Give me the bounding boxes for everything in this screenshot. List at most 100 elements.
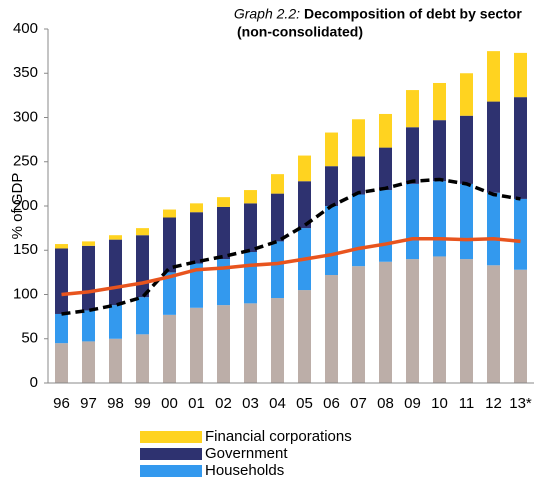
bar-segment — [136, 297, 149, 335]
x-tick-label: 04 — [269, 395, 286, 412]
bar-segment — [352, 156, 365, 195]
bar-segment — [136, 235, 149, 298]
bar-segment — [271, 298, 284, 383]
x-tick-label: 07 — [350, 395, 367, 412]
x-tick-label: 05 — [296, 395, 313, 412]
bar-segment — [55, 248, 68, 314]
x-tick-label: 10 — [431, 395, 448, 412]
bar-segment — [217, 305, 230, 383]
bar-segment — [82, 241, 95, 246]
bar-segment — [406, 259, 419, 383]
x-tick-label: 12 — [485, 395, 502, 412]
bar-segment — [514, 52, 527, 98]
x-tick-label: 08 — [377, 395, 394, 412]
line — [61, 236, 521, 297]
bar-segment — [460, 115, 473, 184]
x-tick-label: 97 — [80, 395, 97, 412]
bar-segment — [109, 305, 122, 339]
bar-segment — [109, 239, 122, 306]
bar-segment — [163, 314, 176, 383]
bar-segment — [136, 334, 149, 383]
y-tick-label: 200 — [13, 197, 38, 214]
bar-segment — [406, 183, 419, 260]
bar-segment — [109, 338, 122, 383]
x-tick-label: 13* — [509, 395, 532, 412]
bar-segment — [271, 174, 284, 194]
chart-title: Decomposition of debt by sector — [304, 6, 522, 22]
bar-segment — [82, 310, 95, 342]
legend-swatch — [140, 431, 202, 443]
bar-segment — [244, 190, 257, 204]
y-tick-label: 100 — [13, 285, 38, 302]
line — [61, 177, 521, 316]
bar-segment — [352, 266, 365, 383]
y-tick-label: 350 — [13, 64, 38, 81]
bar-segment — [163, 272, 176, 315]
y-axis-label: % of GDP — [9, 173, 26, 240]
bar-segment — [433, 120, 446, 182]
y-tick-label: 250 — [13, 153, 38, 170]
bar-segment — [244, 203, 257, 253]
bar-segment — [514, 97, 527, 199]
x-tick-label: 96 — [53, 395, 70, 412]
bar-segment — [433, 256, 446, 383]
bar-segment — [406, 90, 419, 128]
bar-segment — [352, 194, 365, 267]
bar-segment — [406, 127, 419, 184]
bar-segment — [514, 198, 527, 270]
x-tick-label: 06 — [323, 395, 340, 412]
bar-segment — [487, 265, 500, 383]
bar-segment — [217, 206, 230, 260]
bar-segment — [244, 303, 257, 383]
bar-segment — [271, 193, 284, 242]
bar-segment — [190, 212, 203, 264]
bar-segment — [190, 307, 203, 383]
bar-segment — [244, 252, 257, 304]
bar-segment — [460, 73, 473, 116]
y-tick-label: 400 — [13, 20, 38, 37]
x-tick-label: 00 — [161, 395, 178, 412]
bar-segment — [460, 183, 473, 260]
x-tick-label: 98 — [107, 395, 124, 412]
y-tick-label: 150 — [13, 241, 38, 258]
bar-segment — [190, 203, 203, 213]
chart-title-label: Graph 2.2: — [234, 6, 300, 22]
bar-segment — [163, 217, 176, 273]
bar-segment — [82, 245, 95, 311]
bar-segment — [379, 261, 392, 383]
chart-subtitle: (non-consolidated) — [237, 24, 363, 40]
bar-segment — [379, 113, 392, 148]
x-tick-label: 03 — [242, 395, 259, 412]
bar-segment — [136, 228, 149, 236]
bar-segment — [433, 181, 446, 257]
bar-segment — [514, 269, 527, 383]
bar-segment — [352, 119, 365, 157]
bar-segment — [271, 241, 284, 299]
y-tick-label: 300 — [13, 108, 38, 125]
bar-segment — [190, 263, 203, 308]
bar-segment — [487, 192, 500, 266]
bar-segment — [487, 101, 500, 193]
bar-segment — [460, 259, 473, 383]
legend-label: Government — [205, 445, 288, 462]
bar-segment — [217, 259, 230, 306]
bar-segment — [298, 181, 311, 229]
bar-segment — [325, 275, 338, 383]
legend-swatch — [140, 465, 202, 477]
bar-segment — [217, 197, 230, 207]
bar-segment — [379, 190, 392, 262]
bar-segment — [55, 244, 68, 249]
x-tick-label: 02 — [215, 395, 232, 412]
bar-segment — [325, 206, 338, 276]
bar-segment — [433, 82, 446, 121]
x-tick-label: 01 — [188, 395, 205, 412]
legend-label: Financial corporations — [205, 428, 352, 445]
bar-segment — [109, 235, 122, 240]
y-tick-label: 50 — [21, 330, 38, 347]
bar-segment — [82, 341, 95, 383]
y-tick-label: 0 — [30, 374, 38, 391]
bar-segment — [298, 290, 311, 383]
bar-segment — [298, 155, 311, 182]
bar-segment — [325, 132, 338, 167]
